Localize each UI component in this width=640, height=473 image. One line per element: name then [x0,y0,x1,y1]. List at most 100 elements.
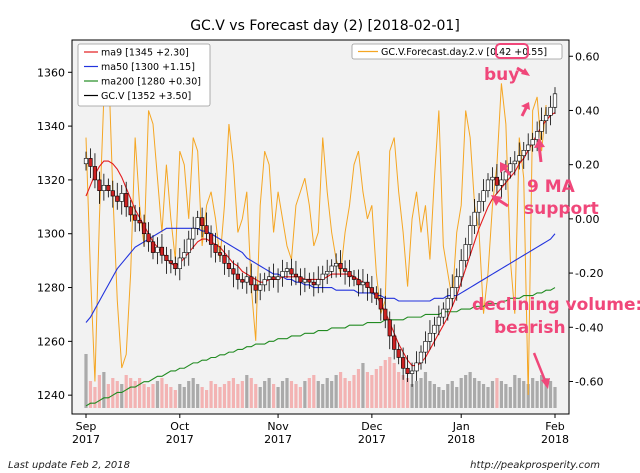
volume-bar [486,387,490,408]
candle-body [222,254,227,264]
volume-bar [111,378,115,408]
candle-body [168,260,173,264]
volume-bar [93,387,97,408]
x-tick-label: Nov [267,420,289,433]
candle-body [409,370,415,374]
volume-bar [258,387,262,408]
volume-bar [473,378,477,408]
volume-bar [477,381,481,408]
candle-body [329,265,334,272]
volume-bar [352,375,356,408]
volume-bar [249,378,253,408]
volume-bar [321,384,325,408]
left-tick-label: 1320 [37,174,65,187]
candle-body [208,233,214,245]
volume-bar [173,390,177,408]
candle-body [543,115,549,122]
volume-bar [401,375,405,408]
candle-body [401,357,406,369]
candle-body [253,284,258,291]
volume-bar [169,387,173,408]
volume-bar [298,387,302,408]
volume-bar [133,381,137,408]
volume-bar [129,378,133,408]
candle-body [392,335,397,350]
candle-body [454,276,459,288]
candle-body [342,268,348,272]
candle-body [427,332,433,342]
left-tick-label: 1260 [37,335,65,348]
candle-body [124,193,129,208]
volume-bar [227,381,231,408]
candle-body [463,244,468,261]
volume-bar [245,375,249,408]
candle-body [552,93,558,108]
highlight-ring [495,43,529,59]
candle-body [284,268,290,272]
candle-body [508,163,513,173]
right-tick-label: 0.60 [575,50,600,63]
x-tick-year: 2018 [447,433,475,446]
x-tick-year: 2018 [541,433,569,446]
volume-bar [97,375,101,408]
candle-body [526,144,531,151]
x-tick-label: Oct [170,420,190,433]
chart-title: GC.V vs Forecast day (2) [2018-02-01] [190,18,460,34]
volume-bar [88,381,93,408]
volume-bar [347,381,352,408]
candle-body [378,298,383,310]
volume-bar [334,375,338,408]
candle-body [159,246,165,256]
candle-body [249,276,254,286]
volume-bar [303,381,307,408]
volume-bar [187,381,191,408]
candle-body [351,276,357,280]
x-tick-label: Jan [452,420,470,433]
volume-bar [513,375,517,408]
volume-bar [468,372,472,408]
left-tick-label: 1340 [37,120,65,133]
left-tick-label: 1300 [37,228,65,241]
candle-body [535,131,540,140]
volume-bar [540,375,544,408]
volume-bar [508,387,512,408]
candle-body [307,279,312,283]
candle-body [83,158,89,165]
candle-body [436,316,441,326]
volume-bars [84,354,557,408]
annotation-9ma: 9 MA [527,177,576,197]
candle-body [548,106,553,116]
candle-body [347,271,352,278]
candle-body [365,281,370,288]
candle-body [186,238,191,253]
candle-body [383,308,388,321]
candle-body [213,244,218,253]
candle-body [512,160,517,165]
candle-body [414,362,419,372]
volume-bar [339,372,343,408]
candle-body [316,279,321,286]
volume-bar [325,378,329,408]
volume-bar [182,387,186,408]
right-tick-label: -0.40 [575,321,603,334]
x-tick-year: 2017 [72,433,100,446]
volume-bar [388,357,392,408]
x-tick-label: Sep [76,420,97,433]
candle-body [481,190,486,202]
candle-body [396,349,401,358]
candle-body [418,351,424,364]
forecast-series [85,56,547,396]
volume-bar [115,381,119,408]
volume-bar [205,390,209,408]
x-axis: Sep2017Oct2017Nov2017Dec2017Jan2018Feb20… [72,414,569,446]
volume-bar [414,381,419,408]
volume-bar [459,378,463,408]
volume-bar [84,354,88,408]
candle-body [374,292,379,299]
volume-bar [294,384,298,408]
legend-right: GC.V.Forecast.day.2.v [0.42 +0.55] [351,43,563,60]
candle-body [472,211,477,226]
candle-body [177,257,182,270]
candle-body [119,193,124,202]
volume-bar [213,384,218,408]
